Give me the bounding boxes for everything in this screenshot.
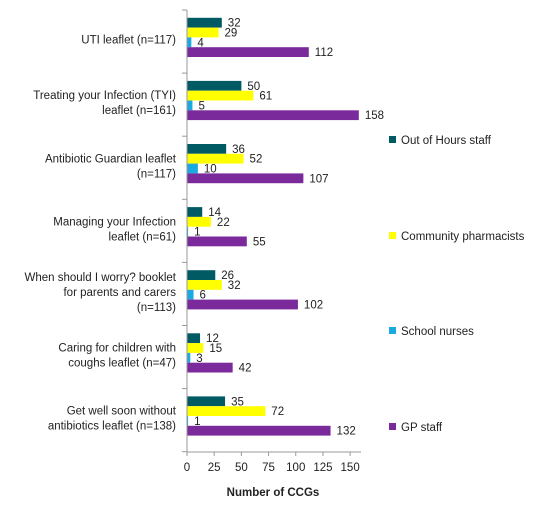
- data-label: 112: [315, 47, 333, 59]
- data-label: 50: [247, 81, 260, 93]
- data-label: 1: [194, 416, 200, 428]
- data-label: 32: [228, 18, 241, 30]
- data-label: 32: [228, 280, 241, 292]
- category-label: Get well soon without antibiotics leaflet…: [48, 406, 177, 433]
- bar[interactable]: [187, 280, 222, 290]
- legend-swatch: [389, 423, 396, 430]
- category-label-line: leaflet (n=61): [109, 231, 177, 243]
- bar[interactable]: [187, 27, 219, 38]
- legend-swatch: [389, 232, 396, 239]
- x-axis-title: Number of CCGs: [227, 487, 320, 499]
- x-tick-label: 150: [341, 462, 360, 474]
- bar[interactable]: [187, 47, 309, 57]
- legend-label: School nurses: [401, 326, 474, 338]
- data-label: 132: [337, 426, 356, 438]
- bar[interactable]: [187, 299, 298, 310]
- data-label: 52: [250, 154, 263, 166]
- x-tick-label: 100: [286, 462, 305, 474]
- bar[interactable]: [187, 216, 211, 227]
- bar[interactable]: [187, 343, 204, 353]
- legend-label: GP staff: [401, 422, 443, 434]
- data-label: 4: [197, 37, 204, 49]
- legend-label: Community pharmacists: [401, 231, 525, 243]
- data-label: 22: [217, 217, 230, 229]
- data-label: 72: [271, 406, 284, 418]
- data-label: 6: [200, 290, 206, 302]
- category-label: Caring for children with coughs leaflet (…: [58, 343, 176, 370]
- category-label-line: (n=117): [137, 168, 176, 180]
- x-tick-label: 50: [235, 462, 248, 474]
- bar[interactable]: [187, 37, 192, 48]
- bar[interactable]: [187, 90, 254, 101]
- bar[interactable]: [187, 226, 189, 237]
- category-label-line: antibiotics leaflet (n=138): [48, 421, 176, 433]
- data-label: 29: [225, 28, 238, 40]
- legend-label: Out of Hours staff: [401, 135, 492, 147]
- x-tick-label: 125: [313, 462, 332, 474]
- data-label: 36: [232, 144, 245, 156]
- x-tick-label: 0: [184, 462, 190, 474]
- category-label-line: Caring for children with: [58, 343, 176, 355]
- category-label-line: Antibiotic Guardian leaflet: [45, 153, 177, 165]
- data-label: 1: [194, 227, 200, 239]
- bar[interactable]: [187, 144, 227, 154]
- bar[interactable]: [187, 207, 203, 217]
- category-label-line: coughs leaflet (n=47): [68, 358, 176, 370]
- legend-swatch: [389, 327, 396, 334]
- bar[interactable]: [187, 362, 233, 373]
- bar[interactable]: [187, 425, 331, 436]
- bar[interactable]: [187, 80, 242, 91]
- bar[interactable]: [187, 406, 266, 416]
- category-label-line: Treating your Infection (TYI): [33, 90, 176, 102]
- data-label: 15: [209, 343, 222, 355]
- x-tick-label: 25: [208, 462, 221, 474]
- category-label: When should I worry? booklet for parents …: [25, 272, 177, 314]
- bar[interactable]: [187, 110, 359, 121]
- legend-swatch: [389, 136, 396, 143]
- bar[interactable]: [187, 289, 194, 300]
- data-label: 5: [198, 100, 204, 112]
- bar[interactable]: [187, 270, 216, 280]
- category-label-line: (n=113): [137, 302, 176, 314]
- category-label-line: Get well soon without: [67, 406, 177, 418]
- data-label: 42: [239, 363, 252, 375]
- bar[interactable]: [187, 17, 222, 28]
- category-label-line: UTI leaflet (n=117): [81, 35, 176, 47]
- category-label: UTI leaflet (n=117): [81, 35, 176, 47]
- bar[interactable]: [187, 163, 198, 174]
- data-label: 26: [221, 270, 234, 282]
- data-label: 14: [208, 207, 221, 219]
- bar[interactable]: [187, 236, 247, 247]
- category-label-line: for parents and carers: [63, 287, 176, 299]
- category-label-line: When should I worry? booklet: [25, 272, 177, 284]
- data-label: 35: [231, 396, 244, 408]
- bar[interactable]: [187, 100, 193, 111]
- category-label-line: Managing your Infection: [53, 216, 176, 228]
- bar[interactable]: [187, 396, 226, 407]
- x-tick-label: 75: [262, 462, 275, 474]
- data-label: 10: [204, 164, 217, 176]
- data-label: 61: [259, 91, 272, 103]
- data-label: 107: [309, 173, 328, 185]
- data-label: 102: [304, 300, 323, 312]
- data-label: 3: [196, 353, 202, 365]
- category-label: Managing your Infection leaflet (n=61): [53, 216, 176, 243]
- data-label: 55: [253, 236, 266, 248]
- bar[interactable]: [187, 416, 189, 426]
- category-label-line: leaflet (n=161): [102, 105, 176, 117]
- category-label: Treating your Infection (TYI) leaflet (n=…: [33, 90, 176, 117]
- data-label: 12: [206, 333, 219, 345]
- bar[interactable]: [187, 352, 191, 363]
- bar[interactable]: [187, 153, 244, 164]
- category-label: Antibiotic Guardian leaflet (n=117): [45, 153, 177, 180]
- bar[interactable]: [187, 173, 304, 184]
- bar[interactable]: [187, 333, 201, 344]
- data-label: 158: [365, 110, 384, 122]
